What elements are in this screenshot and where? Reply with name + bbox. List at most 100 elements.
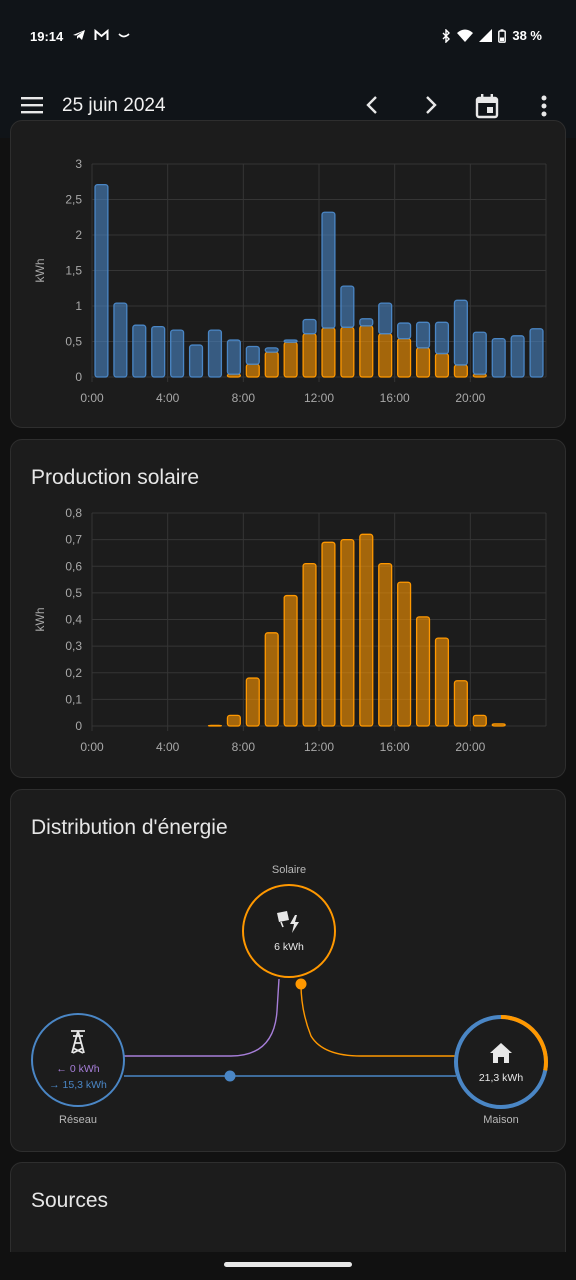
bar[interactable] bbox=[340, 538, 355, 727]
bar[interactable] bbox=[321, 211, 336, 329]
bar[interactable] bbox=[491, 723, 506, 727]
bar[interactable] bbox=[245, 345, 260, 365]
y-tick-label: 0,3 bbox=[65, 639, 82, 653]
y-tick-label: 3 bbox=[75, 157, 82, 171]
bar[interactable] bbox=[453, 680, 468, 727]
bar[interactable] bbox=[453, 299, 468, 366]
home-icon bbox=[490, 1043, 512, 1063]
y-tick-label: 0 bbox=[75, 370, 82, 384]
x-tick-label: 0:00 bbox=[80, 740, 104, 754]
x-tick-label: 20:00 bbox=[455, 391, 485, 405]
bar[interactable] bbox=[321, 541, 336, 727]
bar[interactable] bbox=[434, 321, 450, 355]
card-title: Sources bbox=[31, 1189, 109, 1212]
y-tick-label: 0,2 bbox=[65, 666, 82, 680]
bar[interactable] bbox=[283, 594, 298, 727]
x-tick-label: 8:00 bbox=[232, 740, 256, 754]
gmail-icon bbox=[94, 28, 109, 40]
bar[interactable] bbox=[245, 363, 260, 378]
chevron-right-icon[interactable] bbox=[417, 92, 443, 118]
bar[interactable] bbox=[302, 562, 317, 727]
page-title: 25 juin 2024 bbox=[62, 95, 166, 116]
bar[interactable] bbox=[302, 318, 317, 335]
solar-value: 6 kWh bbox=[274, 941, 304, 953]
bar[interactable] bbox=[415, 616, 431, 727]
solar-label: Solaire bbox=[272, 864, 306, 876]
more-vert-icon[interactable] bbox=[532, 92, 556, 120]
y-tick-label: 0 bbox=[75, 719, 82, 733]
bar[interactable] bbox=[188, 344, 204, 378]
y-tick-label: 0,4 bbox=[65, 613, 82, 627]
home-label: Maison bbox=[483, 1114, 518, 1126]
energy-usage-chart: 0 0,5 1 1,5 2 2,5 3 0:00 4:00 8:00 12:00 16:00 20:00… bbox=[33, 157, 547, 405]
bar[interactable] bbox=[510, 335, 525, 378]
grid-node[interactable] bbox=[31, 1013, 125, 1107]
y-axis-label: kWh bbox=[33, 608, 47, 632]
bar[interactable] bbox=[453, 364, 468, 378]
home-solar-arc bbox=[500, 1015, 548, 1071]
y-tick-label: 1,5 bbox=[65, 264, 82, 278]
bluetooth-icon bbox=[442, 28, 451, 43]
solar-production-card: Production solaire 0 0,1 0,2 0,3 0,4 0,5 0,6 0,… bbox=[10, 439, 566, 778]
battery-percent: 38 % bbox=[512, 28, 542, 43]
bar[interactable] bbox=[264, 347, 279, 353]
bar[interactable] bbox=[207, 724, 223, 727]
status-bar: 19:14 38 % bbox=[0, 0, 576, 72]
bar[interactable] bbox=[378, 562, 393, 727]
x-tick-label: 0:00 bbox=[80, 391, 104, 405]
card-title: Distribution d'énergie bbox=[31, 816, 228, 839]
bar[interactable] bbox=[472, 714, 487, 727]
grid-return-line bbox=[124, 978, 280, 1057]
notification-icon bbox=[118, 33, 130, 38]
bar[interactable] bbox=[283, 339, 298, 343]
bar[interactable] bbox=[491, 338, 506, 378]
battery-icon bbox=[498, 28, 507, 43]
y-tick-label: 0,5 bbox=[65, 586, 82, 600]
bar[interactable] bbox=[378, 302, 393, 335]
chevron-left-icon[interactable] bbox=[360, 92, 386, 118]
bar[interactable] bbox=[434, 637, 450, 727]
solar-flow-dot bbox=[295, 978, 307, 990]
bar[interactable] bbox=[397, 322, 412, 340]
bar[interactable] bbox=[415, 321, 431, 349]
bar[interactable] bbox=[113, 302, 128, 378]
bar[interactable] bbox=[151, 325, 166, 378]
bar[interactable] bbox=[132, 324, 147, 378]
y-axis-label: kWh bbox=[33, 259, 47, 283]
solar-production-chart: 0 0,1 0,2 0,3 0,4 0,5 0,6 0,7 0,8 0:00 4:00 8:00 12:… bbox=[33, 506, 547, 754]
x-tick-label: 12:00 bbox=[304, 740, 334, 754]
energy-distribution-card: Distribution d'énergie Solaire 6 kWh ← bbox=[10, 789, 566, 1152]
menu-icon[interactable] bbox=[20, 94, 46, 116]
energy-distribution-diagram: Solaire 6 kWh ← 0 kWh → 15,3 kWh Réseau bbox=[31, 864, 548, 1126]
home-indicator[interactable] bbox=[224, 1262, 352, 1267]
bar[interactable] bbox=[359, 533, 374, 727]
bar[interactable] bbox=[245, 677, 260, 727]
bar[interactable] bbox=[207, 329, 223, 378]
y-tick-label: 2 bbox=[75, 228, 82, 242]
card-title: Production solaire bbox=[31, 466, 200, 489]
calendar-icon[interactable] bbox=[473, 92, 501, 120]
signal-icon bbox=[479, 29, 493, 42]
bar[interactable] bbox=[397, 581, 412, 727]
bar[interactable] bbox=[264, 632, 279, 727]
bar[interactable] bbox=[472, 331, 487, 375]
bar[interactable] bbox=[226, 714, 241, 727]
sources-card: Sources bbox=[10, 1162, 566, 1252]
y-tick-label: 1 bbox=[75, 299, 82, 313]
y-tick-label: 0,8 bbox=[65, 506, 82, 520]
solar-panel-icon bbox=[277, 911, 299, 933]
y-tick-label: 0,7 bbox=[65, 533, 82, 547]
bar[interactable] bbox=[340, 285, 355, 328]
grid-label: Réseau bbox=[59, 1114, 97, 1126]
transmission-tower-icon bbox=[71, 1030, 85, 1054]
bar[interactable] bbox=[359, 318, 374, 327]
bar[interactable] bbox=[94, 183, 109, 378]
x-tick-label: 16:00 bbox=[380, 740, 410, 754]
solar-node[interactable] bbox=[242, 884, 336, 978]
bar[interactable] bbox=[529, 328, 544, 378]
energy-usage-card: 0 0,5 1 1,5 2 2,5 3 0:00 4:00 8:00 12:00 16:00 20:00… bbox=[10, 120, 566, 428]
bar[interactable] bbox=[226, 339, 241, 375]
y-tick-label: 0,6 bbox=[65, 559, 82, 573]
bar[interactable] bbox=[170, 329, 185, 378]
x-tick-label: 4:00 bbox=[156, 391, 180, 405]
